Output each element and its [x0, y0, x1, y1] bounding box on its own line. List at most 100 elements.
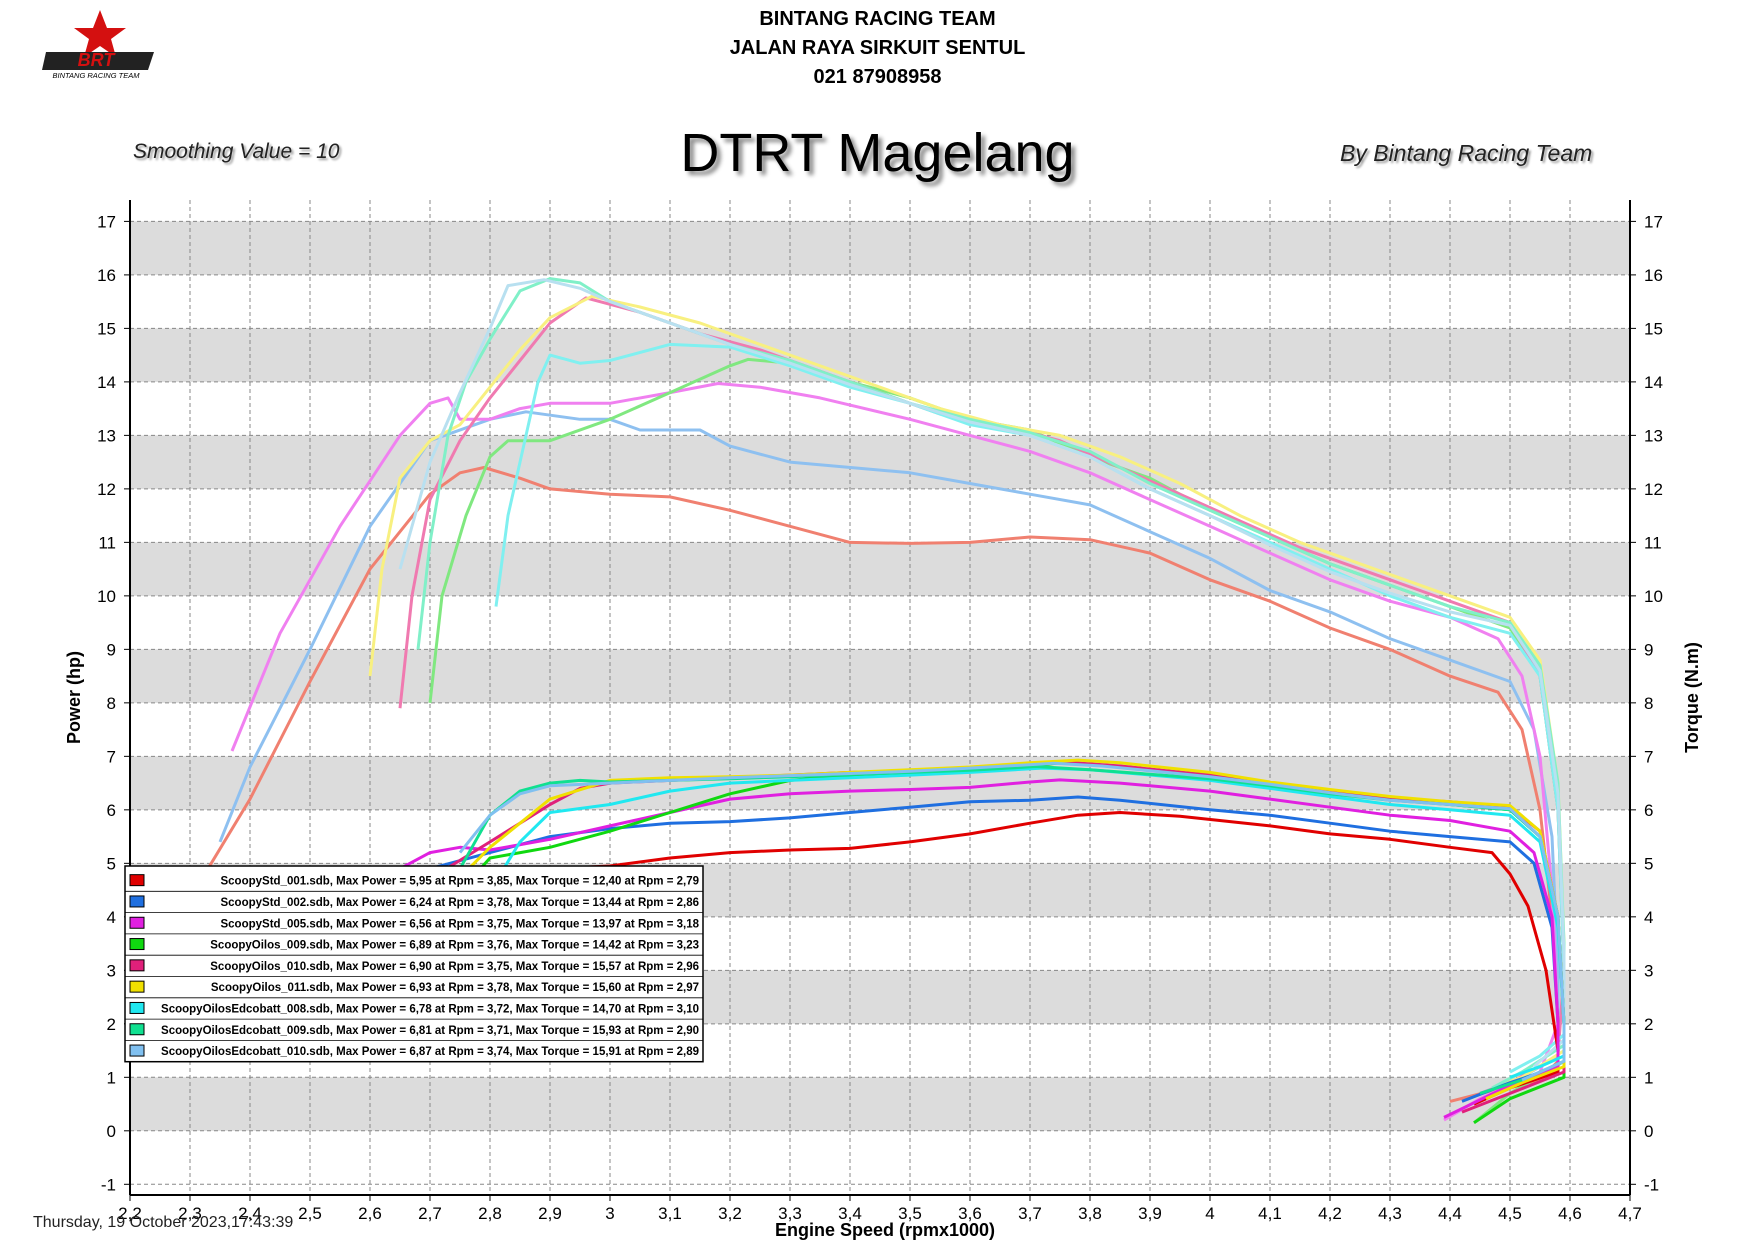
- legend-swatch: [129, 895, 145, 908]
- legend-entry: ScoopyOilosEdcobatt_010.sdb, Max Power =…: [161, 1046, 699, 1058]
- grid-band: [130, 221, 1630, 275]
- x-tick-label: 2,6: [358, 1204, 382, 1223]
- y-tick-label-right: 2: [1644, 1015, 1653, 1034]
- x-tick-label: 4: [1205, 1204, 1214, 1223]
- legend-box: [124, 865, 704, 1063]
- power-line-9: [458, 761, 1566, 1082]
- timestamp: Thursday, 19 October 2023,17:43:39: [33, 1214, 294, 1231]
- y-tick-label-left: 7: [107, 747, 116, 766]
- legend-entry: ScoopyOilos_009.sdb, Max Power = 6,89 at…: [210, 940, 699, 952]
- y-tick-label-right: 12: [1644, 480, 1663, 499]
- x-tick-label: 3,9: [1138, 1204, 1162, 1223]
- logo-subtext: BINTANG RACING TEAM: [53, 71, 141, 80]
- y-axis-title-right: Torque (N.m): [1682, 642, 1702, 753]
- x-tick-label: 4,4: [1438, 1204, 1462, 1223]
- grid-band: [130, 649, 1630, 703]
- legend-swatch: [129, 938, 145, 951]
- chart-title: DTRT Magelang: [680, 123, 1075, 183]
- x-tick-label: 2,3: [178, 1204, 202, 1223]
- x-tick-label: 2,9: [538, 1204, 562, 1223]
- y-tick-label-right: 9: [1644, 640, 1653, 659]
- x-tick-label: 2,5: [298, 1204, 322, 1223]
- legend-entry: ScoopyOilos_010.sdb, Max Power = 6,90 at…: [210, 961, 699, 973]
- legend-entry: ScoopyOilosEdcobatt_008.sdb, Max Power =…: [161, 1003, 699, 1015]
- y-tick-label-right: 15: [1644, 319, 1663, 338]
- y-tick-label-left: 16: [97, 266, 116, 285]
- y-tick-label-left: 15: [97, 319, 116, 338]
- y-tick-label-left: 6: [107, 801, 116, 820]
- smoothing-label: Smoothing Value = 10: [133, 140, 340, 163]
- legend-entry: ScoopyStd_002.sdb, Max Power = 6,24 at R…: [220, 897, 699, 909]
- y-tick-label-left: 17: [97, 212, 116, 231]
- y-tick-label-left: 13: [97, 426, 116, 445]
- legend-entry: ScoopyStd_001.sdb, Max Power = 5,95 at R…: [220, 876, 699, 888]
- brt-logo: BRT BINTANG RACING TEAM: [40, 8, 160, 85]
- x-tick-label: 4,2: [1318, 1204, 1342, 1223]
- y-tick-label-left: 10: [97, 587, 116, 606]
- header-line-3: 021 87908958: [813, 66, 942, 88]
- x-tick-label: 4,7: [1618, 1204, 1642, 1223]
- y-tick-label-left: 3: [107, 961, 116, 980]
- power-line-1: [489, 811, 1560, 1106]
- y-tick-label-right: 17: [1644, 212, 1663, 231]
- y-tick-label-right: 8: [1644, 694, 1653, 713]
- x-tick-label: 3,1: [658, 1204, 682, 1223]
- y-tick-label-left: -1: [101, 1175, 116, 1194]
- y-tick-label-right: 7: [1644, 747, 1653, 766]
- y-tick-label-right: 16: [1644, 266, 1663, 285]
- torque-line-9: [398, 278, 1566, 1068]
- legend-entry: ScoopyOilos_011.sdb, Max Power = 6,93 at…: [211, 982, 699, 994]
- x-tick-label: 3: [605, 1204, 614, 1223]
- y-tick-label-left: 8: [107, 694, 116, 713]
- series-group: [206, 277, 1566, 1125]
- x-tick-label: 3,4: [838, 1204, 862, 1223]
- y-tick-label-left: 2: [107, 1015, 116, 1034]
- logo-text: BRT: [78, 50, 117, 70]
- y-tick-label-right: 1: [1644, 1068, 1653, 1087]
- header-line-1: BINTANG RACING TEAM: [759, 8, 996, 30]
- y-tick-label-left: 1: [107, 1068, 116, 1087]
- y-tick-label-left: 0: [107, 1122, 116, 1141]
- legend-swatch: [129, 916, 145, 929]
- y-tick-label-left: 12: [97, 480, 116, 499]
- header-line-2: JALAN RAYA SIRKUIT SENTUL: [729, 37, 1026, 59]
- x-axis-title: Engine Speed (rpmx1000): [775, 1220, 995, 1240]
- x-tick-label: 4,1: [1258, 1204, 1282, 1223]
- torque-line-3: [230, 382, 1560, 1122]
- y-tick-label-right: 11: [1644, 533, 1662, 552]
- y-tick-label-right: 4: [1644, 908, 1653, 927]
- y-tick-label-right: 14: [1644, 373, 1663, 392]
- x-tick-label: 3,2: [718, 1204, 742, 1223]
- grid-band: [130, 435, 1630, 489]
- y-tick-label-right: 13: [1644, 426, 1663, 445]
- y-tick-label-right: 5: [1644, 854, 1653, 873]
- legend-entry: ScoopyStd_005.sdb, Max Power = 6,56 at R…: [220, 918, 699, 930]
- grid-band: [130, 542, 1630, 596]
- x-tick-label: 4,6: [1558, 1204, 1582, 1223]
- x-tick-label: 2,4: [238, 1204, 262, 1223]
- x-tick-label: 2,7: [418, 1204, 442, 1223]
- grid-band: [130, 1077, 1630, 1131]
- y-tick-label-left: 14: [97, 373, 116, 392]
- y-tick-label-left: 4: [107, 908, 116, 927]
- y-tick-label-right: 0: [1644, 1122, 1653, 1141]
- grid-band: [130, 328, 1630, 382]
- legend-swatch: [129, 1023, 145, 1036]
- y-tick-label-right: -1: [1644, 1175, 1659, 1194]
- x-tick-label: 2,2: [118, 1204, 142, 1223]
- y-tick-label-right: 6: [1644, 801, 1653, 820]
- grid-band: [130, 756, 1630, 810]
- x-tick-label: 4,3: [1378, 1204, 1402, 1223]
- legend-entry: ScoopyOilosEdcobatt_009.sdb, Max Power =…: [161, 1025, 699, 1037]
- x-tick-label: 2,8: [478, 1204, 502, 1223]
- x-tick-label: 3,5: [898, 1204, 922, 1223]
- x-tick-label: 3,8: [1078, 1204, 1102, 1223]
- y-tick-label-left: 9: [107, 640, 116, 659]
- y-axis-title-left: Power (hp): [64, 651, 84, 744]
- x-tick-label: 3,7: [1018, 1204, 1042, 1223]
- credit-label: By Bintang Racing Team: [1340, 140, 1593, 166]
- x-tick-label: 4,5: [1498, 1204, 1522, 1223]
- x-tick-label: 3,6: [958, 1204, 982, 1223]
- legend-swatch: [129, 1001, 145, 1014]
